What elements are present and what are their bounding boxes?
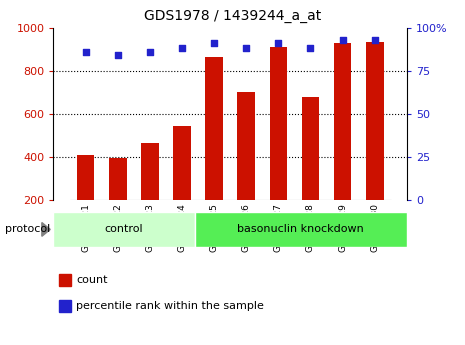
- Bar: [195, 212, 407, 247]
- Point: [146, 49, 153, 55]
- Point: [275, 40, 282, 46]
- Point: [82, 49, 89, 55]
- Bar: [238, 92, 255, 200]
- Point: [371, 37, 379, 42]
- Point: [243, 46, 250, 51]
- Bar: [334, 43, 352, 200]
- Text: basonuclin knockdown: basonuclin knockdown: [238, 225, 364, 234]
- Bar: [59, 300, 71, 312]
- Bar: [302, 97, 319, 200]
- Bar: [53, 212, 195, 247]
- Point: [339, 37, 346, 42]
- Bar: [141, 143, 159, 200]
- Bar: [77, 155, 94, 200]
- Bar: [366, 42, 384, 200]
- Point: [178, 46, 186, 51]
- Text: control: control: [105, 225, 144, 234]
- Text: percentile rank within the sample: percentile rank within the sample: [76, 302, 264, 311]
- Bar: [270, 47, 287, 200]
- Point: [210, 40, 218, 46]
- Point: [307, 46, 314, 51]
- Text: count: count: [76, 276, 108, 285]
- Point: [114, 52, 121, 58]
- Text: protocol: protocol: [5, 225, 50, 234]
- Bar: [109, 158, 126, 200]
- Bar: [173, 126, 191, 200]
- Bar: [205, 57, 223, 200]
- Text: GDS1978 / 1439244_a_at: GDS1978 / 1439244_a_at: [144, 9, 321, 23]
- Bar: [59, 274, 71, 286]
